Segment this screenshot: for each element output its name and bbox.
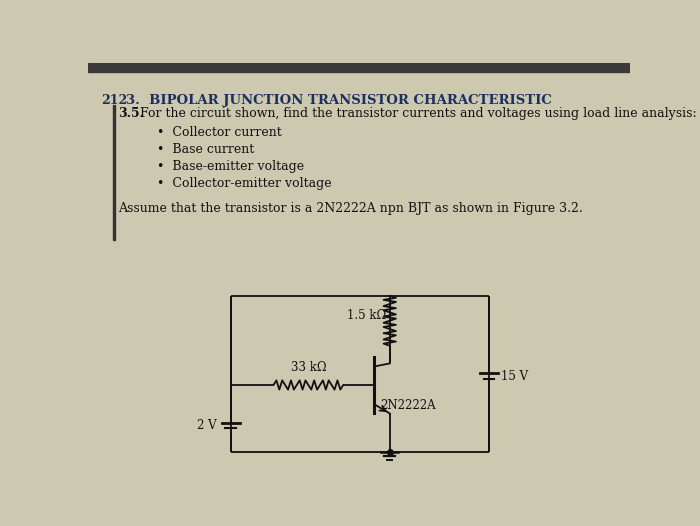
Text: Assume that the transistor is a 2N2222A npn BJT as shown in Figure 3.2.: Assume that the transistor is a 2N2222A … xyxy=(118,201,583,215)
Text: 2N2222A: 2N2222A xyxy=(381,399,436,412)
Text: 1.5 kΩ: 1.5 kΩ xyxy=(346,309,386,322)
Bar xyxy=(88,63,630,73)
Text: 3.  BIPOLAR JUNCTION TRANSISTOR CHARACTERISTIC: 3. BIPOLAR JUNCTION TRANSISTOR CHARACTER… xyxy=(126,94,552,107)
Text: •  Collector current: • Collector current xyxy=(158,126,282,139)
Bar xyxy=(113,106,115,240)
Text: 2 V: 2 V xyxy=(197,419,217,432)
Text: •  Base current: • Base current xyxy=(158,143,255,156)
Text: •  Base-emitter voltage: • Base-emitter voltage xyxy=(158,160,304,173)
Text: 33 kΩ: 33 kΩ xyxy=(290,361,326,374)
Text: For the circuit shown, find the transistor currents and voltages using load line: For the circuit shown, find the transist… xyxy=(140,107,696,120)
Text: •  Collector-emitter voltage: • Collector-emitter voltage xyxy=(158,177,332,190)
Text: 212: 212 xyxy=(102,94,127,107)
Text: 15 V: 15 V xyxy=(501,370,528,382)
Text: 3.5.: 3.5. xyxy=(118,107,144,120)
